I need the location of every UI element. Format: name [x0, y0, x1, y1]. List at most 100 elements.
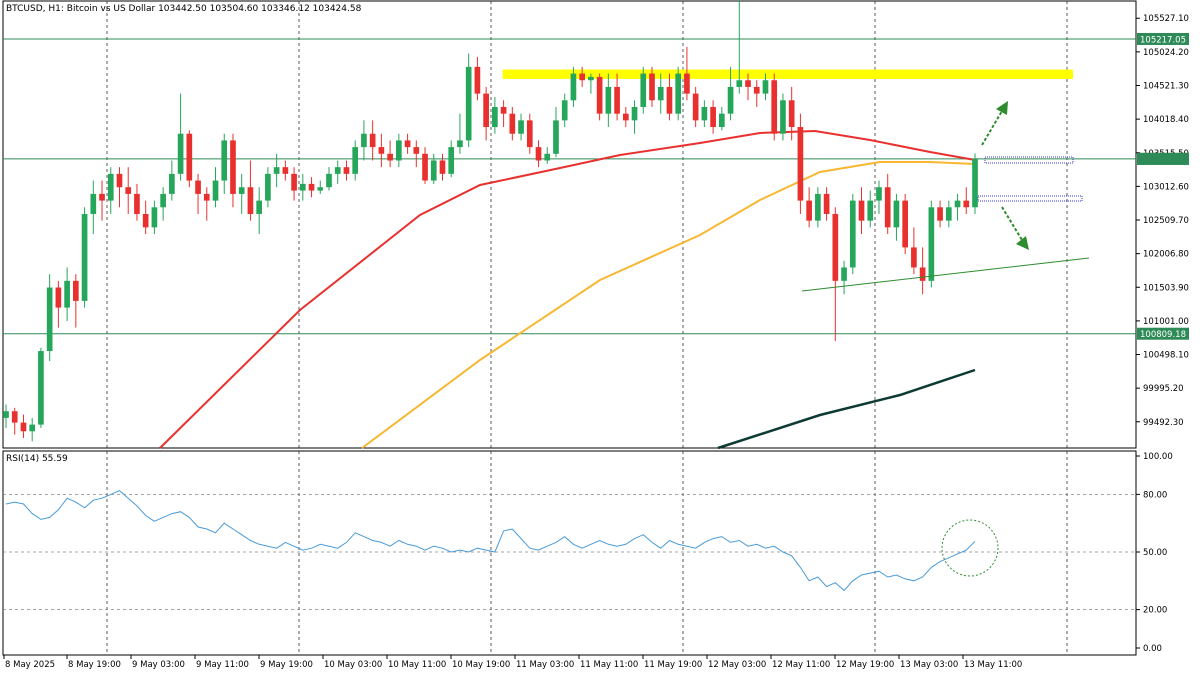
- candle-body: [535, 147, 542, 161]
- candle-body: [780, 100, 786, 134]
- time-tick-label: 10 May 11:00: [388, 660, 446, 670]
- price-tick-label: 99995.20: [1143, 384, 1184, 394]
- candle-body: [203, 193, 210, 201]
- candle-body: [561, 100, 568, 121]
- candle-body: [911, 247, 917, 268]
- candle-body: [352, 147, 359, 174]
- candle-body: [247, 187, 254, 214]
- candle-body: [928, 207, 935, 281]
- candle-body: [151, 207, 158, 228]
- candle-body: [73, 280, 79, 301]
- time-tick-label: 9 May 03:00: [132, 660, 185, 670]
- candle-body: [483, 93, 489, 128]
- time-tick-label: 12 May 19:00: [836, 660, 894, 670]
- ma-red-line: [159, 129, 976, 449]
- price-tick-label: 103012.60: [1143, 182, 1189, 192]
- time-tick-label: 13 May 11:00: [964, 660, 1022, 670]
- candle-body: [387, 153, 393, 161]
- candle-body: [265, 173, 271, 201]
- ma-dark-line: [717, 368, 976, 450]
- level-price-label: 105217.05: [1140, 35, 1186, 45]
- time-tick-label: 9 May 11:00: [196, 660, 249, 670]
- candle-body: [788, 100, 795, 128]
- candle-body: [963, 200, 970, 208]
- candle-body: [378, 147, 385, 154]
- candle-body: [326, 173, 332, 188]
- arrow-up-line: [981, 110, 1003, 146]
- candle-body: [657, 86, 664, 101]
- candle-body: [841, 267, 847, 281]
- candle-body: [422, 153, 428, 181]
- candle-body: [579, 73, 585, 81]
- candle-body: [64, 280, 70, 308]
- candle-body: [256, 200, 262, 214]
- candle-body: [186, 133, 193, 181]
- candle-body: [954, 200, 961, 208]
- time-tick-label: 12 May 03:00: [708, 660, 766, 670]
- candle-body: [492, 106, 498, 128]
- arrow-up-head: [996, 101, 1008, 115]
- candle-body: [570, 73, 577, 101]
- candle-body: [369, 133, 376, 148]
- candle-body: [317, 187, 324, 191]
- candle-body: [230, 140, 236, 194]
- candle-body: [553, 120, 559, 154]
- moving-averages: [159, 129, 976, 450]
- candle-body: [474, 66, 481, 94]
- time-tick-label: 11 May 19:00: [644, 660, 702, 670]
- candle-body: [308, 183, 315, 191]
- candle-body: [605, 86, 612, 114]
- candle-body: [588, 76, 594, 81]
- candle-body: [806, 200, 812, 221]
- time-tick-label: 11 May 11:00: [580, 660, 638, 670]
- level-price-tag: [1137, 327, 1189, 340]
- candle-body: [823, 193, 830, 214]
- candle-body: [596, 76, 603, 114]
- candle-body: [46, 287, 53, 352]
- price-tick-label: 100498.10: [1143, 351, 1189, 361]
- candle-body: [238, 187, 245, 194]
- candle-body: [631, 106, 638, 121]
- time-tick-label: 10 May 03:00: [324, 660, 382, 670]
- candle-body: [640, 73, 647, 107]
- current-price-tag: [1137, 152, 1189, 165]
- candle-body: [937, 207, 943, 221]
- rsi-tick-label: 50.00: [1143, 548, 1167, 558]
- candle-body: [762, 80, 769, 94]
- candle-body: [29, 424, 36, 432]
- candle-body: [692, 93, 699, 121]
- candle-body: [945, 207, 952, 221]
- candle-body: [509, 113, 516, 134]
- price-tick-label: 105527.10: [1143, 14, 1189, 24]
- candle-body: [55, 287, 62, 308]
- candle-body: [919, 267, 926, 281]
- chart-title: BTCUSD, H1: Bitcoin vs US Dollar 103442.…: [6, 4, 361, 14]
- candle-body: [719, 113, 725, 128]
- candle-body: [727, 86, 734, 114]
- time-tick-label: 10 May 19:00: [452, 660, 510, 670]
- support-trendline: [801, 257, 1090, 292]
- candle-body: [684, 73, 690, 94]
- candle-body: [160, 193, 166, 208]
- candle-body: [291, 173, 297, 191]
- candle-body: [753, 86, 760, 94]
- rsi-label: RSI(14) 55.59: [6, 454, 68, 464]
- price-tick-label: 99492.30: [1143, 418, 1184, 428]
- candle-body: [195, 180, 201, 194]
- candle-body: [361, 133, 367, 148]
- candle-body: [99, 193, 105, 201]
- candle-body: [11, 411, 18, 423]
- time-tick-label: 9 May 19:00: [260, 660, 313, 670]
- candle-body: [90, 193, 97, 214]
- time-tick-label: 12 May 11:00: [772, 660, 830, 670]
- rsi-indicator: 100.00 80.00 50.00 20.00 0.00: [3, 452, 1173, 654]
- price-tick-label: 102509.70: [1143, 216, 1189, 226]
- rsi-line: [5, 490, 976, 592]
- price-tick-label: 102006.80: [1143, 250, 1189, 260]
- candle-body: [142, 213, 149, 228]
- candle-body: [282, 167, 289, 174]
- candle-body: [710, 106, 716, 128]
- candle-body: [299, 183, 306, 191]
- resistance-zone: [502, 69, 1074, 79]
- ohlc-values: 103442.50 103504.60 103346.12 103424.58: [158, 4, 362, 14]
